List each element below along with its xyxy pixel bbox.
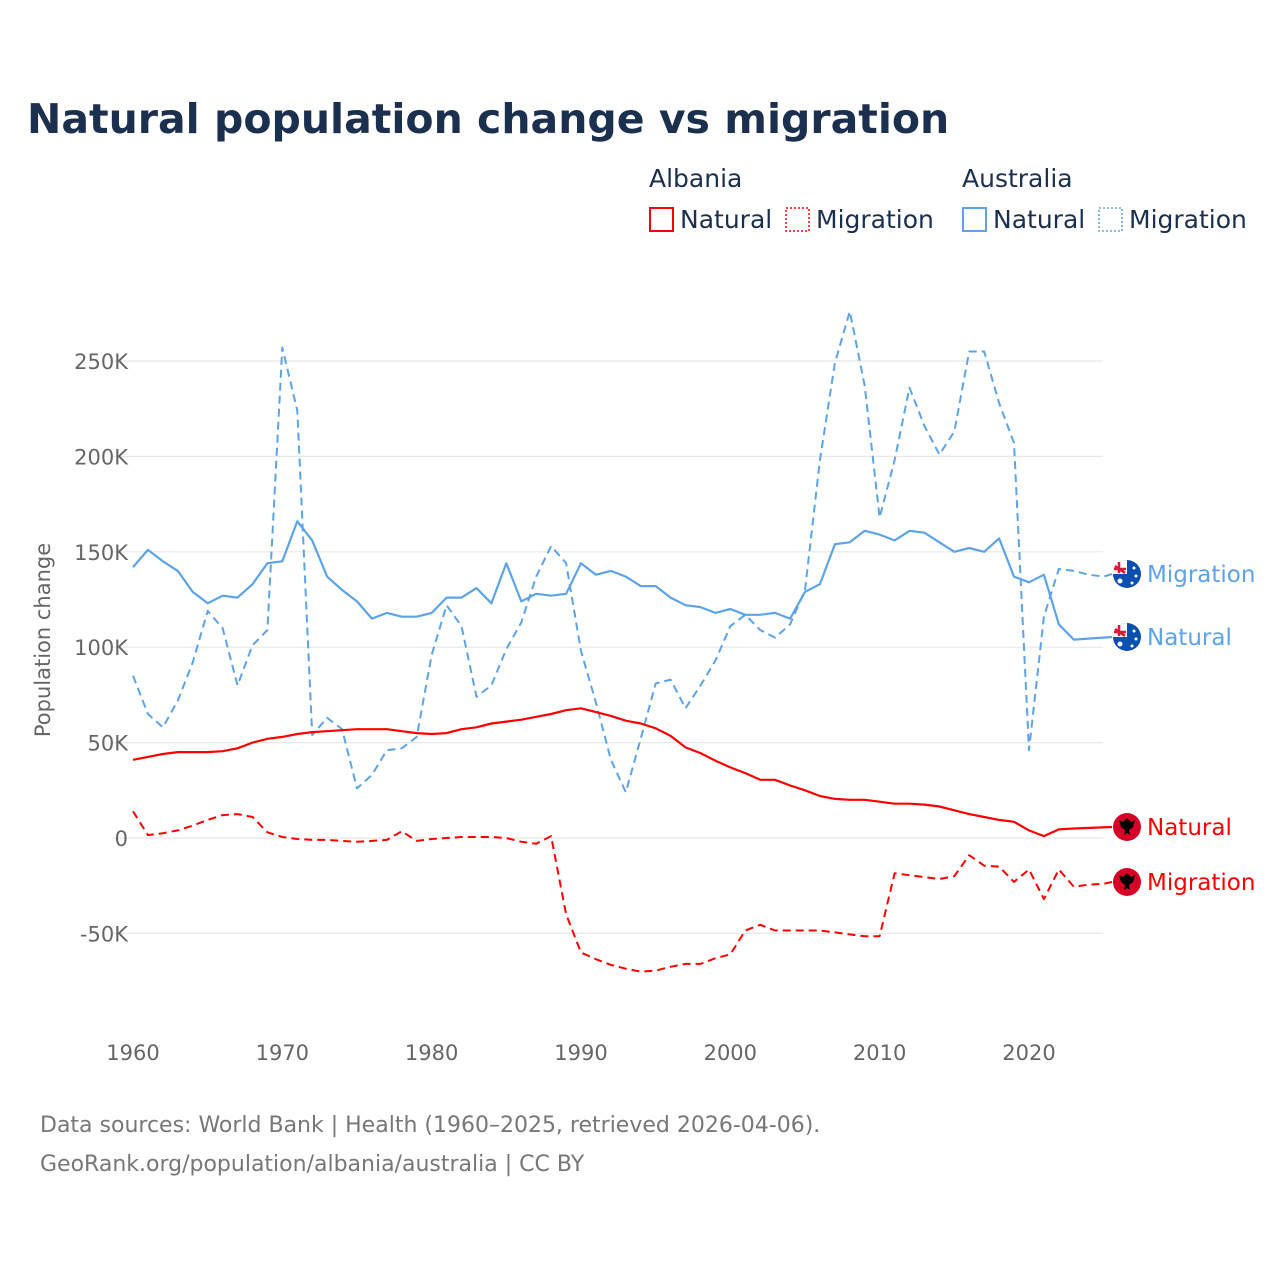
y-tick-label: 150K	[74, 541, 129, 565]
series-line-australia-natural	[132, 520, 1113, 641]
albania-flag-icon	[1113, 868, 1141, 896]
end-label: Natural	[1147, 625, 1232, 651]
y-tick-label: 100K	[74, 636, 129, 660]
x-tick-label: 2020	[1002, 1041, 1055, 1065]
x-tick-label: 1990	[554, 1041, 607, 1065]
y-tick-label: 50K	[88, 732, 130, 756]
x-tick-label: 1960	[106, 1041, 159, 1065]
y-axis-label: Population change	[31, 543, 55, 737]
legend-swatch-natural	[962, 207, 987, 232]
end-label: Migration	[1147, 870, 1255, 896]
legend-group-title: Albania	[649, 164, 742, 193]
end-label: Migration	[1147, 562, 1255, 588]
legend-group-title: Australia	[962, 164, 1073, 193]
legend-item-migration[interactable]: Migration	[1129, 205, 1247, 234]
australia-flag-icon	[1113, 560, 1141, 588]
chart-title: Natural population change vs migration	[27, 95, 949, 143]
series-lines	[132, 310, 1113, 973]
x-tick-label: 1970	[256, 1041, 309, 1065]
y-tick-label: 250K	[74, 350, 129, 374]
series-line-albania-migration	[132, 810, 1113, 973]
legend-item-migration[interactable]: Migration	[816, 205, 934, 234]
legend-item-natural[interactable]: Natural	[680, 205, 772, 234]
x-tick-label: 2010	[853, 1041, 906, 1065]
legend-item-natural[interactable]: Natural	[993, 205, 1085, 234]
end-label: Natural	[1147, 815, 1232, 841]
footer-sources: Data sources: World Bank | Health (1960–…	[40, 1113, 820, 1138]
y-tick-label: 200K	[74, 445, 129, 469]
legend-swatch-migration	[785, 207, 810, 232]
x-tick-label: 2000	[704, 1041, 757, 1065]
x-tick-label: 1980	[405, 1041, 458, 1065]
y-tick-label: 0	[115, 827, 128, 851]
end-labels: Migration Natural Natural Migration	[1113, 560, 1255, 896]
grid: 250K 200K 150K 100K 50K 0 -50K 1960 1970 1980 1990…	[74, 350, 1103, 1065]
series-line-australia-migration	[132, 310, 1113, 794]
albania-flag-icon	[1113, 813, 1141, 841]
legend-swatch-natural	[649, 207, 674, 232]
legend-swatch-migration	[1098, 207, 1123, 232]
y-tick-label: -50K	[80, 922, 129, 946]
footer-link[interactable]: GeoRank.org/population/albania/australia…	[40, 1152, 585, 1177]
australia-flag-icon	[1113, 623, 1141, 651]
legend: Albania Natural Migration Australia Natural M…	[649, 164, 1247, 234]
series-line-albania-natural	[132, 707, 1113, 838]
